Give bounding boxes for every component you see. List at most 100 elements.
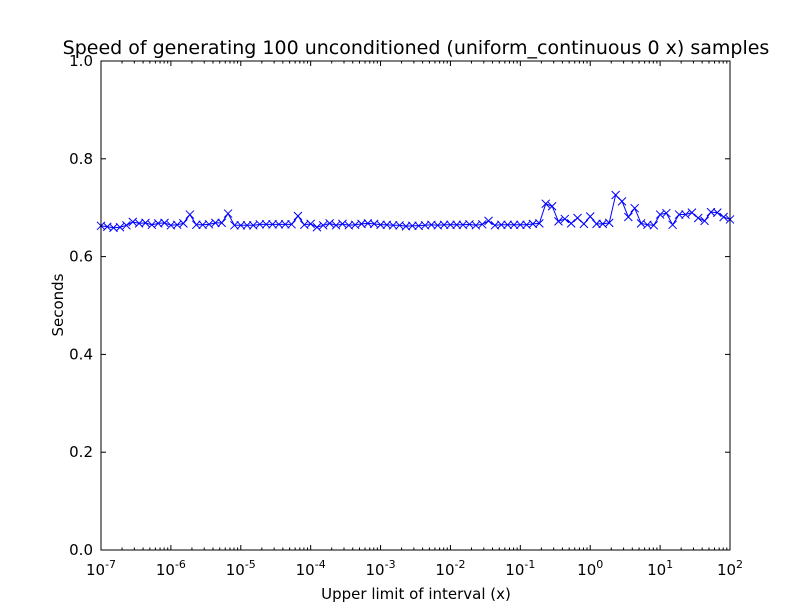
data-point-marker — [649, 220, 659, 230]
data-point-marker — [592, 219, 601, 229]
x-tick-label-base: 10 — [435, 561, 454, 579]
data-point-marker — [693, 213, 703, 223]
data-point-marker — [179, 218, 188, 228]
data-point-marker — [122, 220, 131, 230]
x-tick-label: 101 — [647, 558, 673, 579]
x-tick-label-exponent: 0 — [596, 558, 603, 571]
data-point-marker — [515, 220, 525, 230]
data-point-marker — [477, 219, 487, 229]
data-point-marker — [446, 220, 455, 230]
data-point-marker — [687, 208, 697, 217]
plot-frame — [100, 60, 731, 551]
data-point-marker — [261, 219, 271, 229]
y-axis-label: Seconds — [49, 273, 67, 336]
data-point-marker — [160, 218, 169, 228]
x-tick-label-base: 10 — [505, 561, 524, 579]
x-tick-label-exponent: -2 — [455, 558, 466, 571]
x-tick-label-base: 10 — [156, 561, 175, 579]
x-tick-label: 10-2 — [435, 558, 465, 579]
y-tick-label: 0.2 — [69, 443, 93, 461]
data-point-marker — [503, 220, 512, 230]
data-point-marker — [630, 203, 640, 213]
data-point-marker — [274, 219, 284, 229]
x-tick-label-exponent: -7 — [105, 558, 116, 571]
data-point-marker — [674, 210, 684, 219]
data-point-marker — [388, 220, 398, 230]
series-layer — [96, 190, 735, 233]
data-point-marker — [585, 212, 595, 221]
x-tick-label: 10-7 — [86, 558, 116, 579]
y-tick-label: 1.0 — [69, 52, 93, 70]
data-point-marker — [217, 218, 227, 228]
x-tick-label-base: 10 — [86, 561, 105, 579]
data-point-marker — [560, 214, 570, 224]
data-point-marker — [293, 211, 303, 221]
x-tick-label-base: 10 — [366, 561, 385, 579]
x-tick-label-exponent: -5 — [245, 558, 256, 571]
x-tick-label-base: 10 — [577, 561, 596, 579]
data-point-marker — [617, 196, 627, 206]
data-point-marker — [318, 220, 328, 230]
x-tick-label: 10-6 — [156, 558, 186, 579]
data-point-marker — [185, 210, 195, 219]
data-point-marker — [509, 220, 519, 230]
data-point-marker — [712, 208, 722, 217]
x-tick-label-exponent: -1 — [524, 558, 535, 571]
data-point-marker — [623, 212, 633, 222]
data-point-marker — [547, 201, 557, 211]
y-tick-label: 0.6 — [69, 248, 93, 266]
data-point-marker — [191, 220, 201, 230]
x-tick-label-exponent: -4 — [315, 558, 326, 571]
data-point-marker — [484, 216, 493, 226]
x-tick-label: 10-4 — [296, 558, 326, 579]
y-tick-label: 0.0 — [69, 541, 93, 559]
data-point-marker — [681, 210, 690, 219]
data-point-marker — [242, 220, 252, 230]
x-tick-label-exponent: 2 — [736, 558, 743, 571]
data-point-marker — [452, 220, 462, 230]
data-point-marker — [376, 220, 385, 230]
data-point-marker — [496, 220, 506, 230]
data-point-marker — [223, 209, 233, 218]
data-point-marker — [306, 219, 316, 229]
data-point-marker — [230, 220, 239, 230]
x-axis-label: Upper limit of interval (x) — [321, 585, 511, 603]
x-tick-label: 10-5 — [226, 558, 256, 579]
chart-title: Speed of generating 100 unconditioned (u… — [63, 37, 770, 59]
data-point-marker — [439, 220, 449, 230]
data-point-marker — [407, 221, 417, 231]
data-point-marker — [268, 219, 277, 229]
x-tick-label-base: 10 — [717, 561, 736, 579]
data-point-marker — [255, 219, 265, 229]
x-tick-label: 102 — [717, 558, 743, 579]
x-tick-label-base: 10 — [647, 561, 666, 579]
data-point-marker — [115, 222, 125, 232]
x-tick-label-base: 10 — [296, 561, 315, 579]
x-tick-label-base: 10 — [226, 561, 245, 579]
data-point-marker — [566, 218, 576, 228]
x-tick-label: 10-1 — [505, 558, 535, 579]
x-tick-label-exponent: -3 — [385, 558, 396, 571]
y-axis-ticks: 0.0 0.2 0.4 0.6 0.8 1.0 — [69, 52, 730, 559]
data-point-marker — [236, 220, 246, 230]
y-tick-label: 0.4 — [69, 345, 93, 363]
x-axis-ticks: 10-7 10-6 10-5 10-4 10-3 10-2 10-1 100 101 102 — [86, 61, 743, 579]
data-point-marker — [662, 208, 671, 218]
data-point-marker — [141, 218, 150, 228]
data-point-marker — [668, 220, 677, 230]
x-tick-label-exponent: -6 — [175, 558, 186, 571]
y-tick-label: 0.8 — [69, 150, 93, 168]
data-point-marker — [579, 219, 589, 229]
data-point-marker — [211, 218, 220, 228]
data-point-marker — [312, 222, 322, 232]
data-point-marker — [719, 212, 728, 222]
x-tick-label-exponent: 1 — [666, 558, 673, 571]
data-point-marker — [541, 199, 551, 209]
data-point-marker — [280, 219, 290, 229]
x-tick-label: 10-3 — [366, 558, 396, 579]
data-point-marker — [604, 218, 614, 228]
data-point-marker — [325, 218, 335, 228]
data-point-marker — [287, 219, 296, 229]
